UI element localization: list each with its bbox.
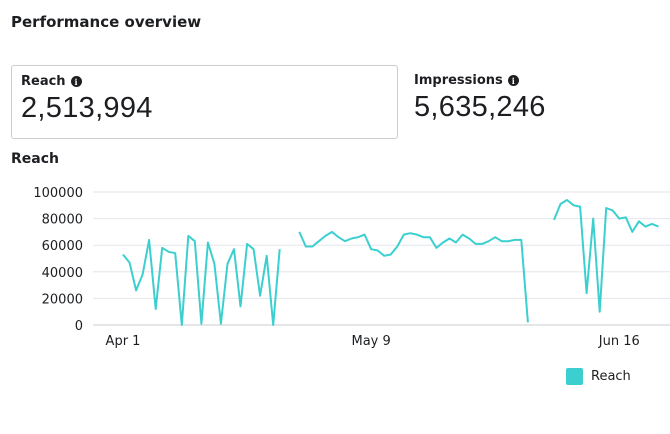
impressions-card-value: 5,635,246: [414, 91, 546, 123]
info-icon[interactable]: i: [507, 75, 519, 86]
x-tick-label: Apr 1: [106, 334, 141, 349]
legend-label: Reach: [591, 369, 631, 384]
reach-card-label-row: Reach i: [21, 74, 388, 89]
impressions-card-label-row: Impressions i: [414, 73, 661, 88]
page-title: Performance overview: [11, 13, 202, 31]
y-tick-label: 80000: [42, 213, 83, 228]
x-tick-label: Jun 16: [598, 334, 640, 349]
legend-swatch: [566, 368, 583, 385]
reach-card-value: 2,513,994: [21, 92, 153, 124]
x-tick-label: May 9: [351, 334, 390, 349]
impressions-metric-card[interactable]: Impressions i 5,635,246: [405, 65, 670, 139]
reach-line-chart[interactable]: 0 20000 40000 60000 80000 100000 Apr 1 May 9 Jun…: [0, 175, 670, 365]
chart-title: Reach: [11, 151, 59, 167]
reach-card-label: Reach: [21, 74, 66, 89]
y-tick-label: 0: [75, 319, 83, 334]
reach-series-line[interactable]: [553, 199, 659, 313]
reach-metric-card[interactable]: Reach i 2,513,994: [11, 65, 398, 139]
impressions-card-label: Impressions: [414, 73, 503, 88]
info-icon[interactable]: i: [70, 76, 82, 87]
y-tick-label: 100000: [33, 186, 83, 201]
y-tick-label: 40000: [42, 266, 83, 281]
y-tick-label: 60000: [42, 239, 83, 254]
y-tick-label: 20000: [42, 292, 83, 307]
reach-series-line[interactable]: [122, 234, 281, 326]
reach-series-line[interactable]: [298, 230, 529, 323]
chart-legend[interactable]: Reach: [566, 368, 631, 385]
